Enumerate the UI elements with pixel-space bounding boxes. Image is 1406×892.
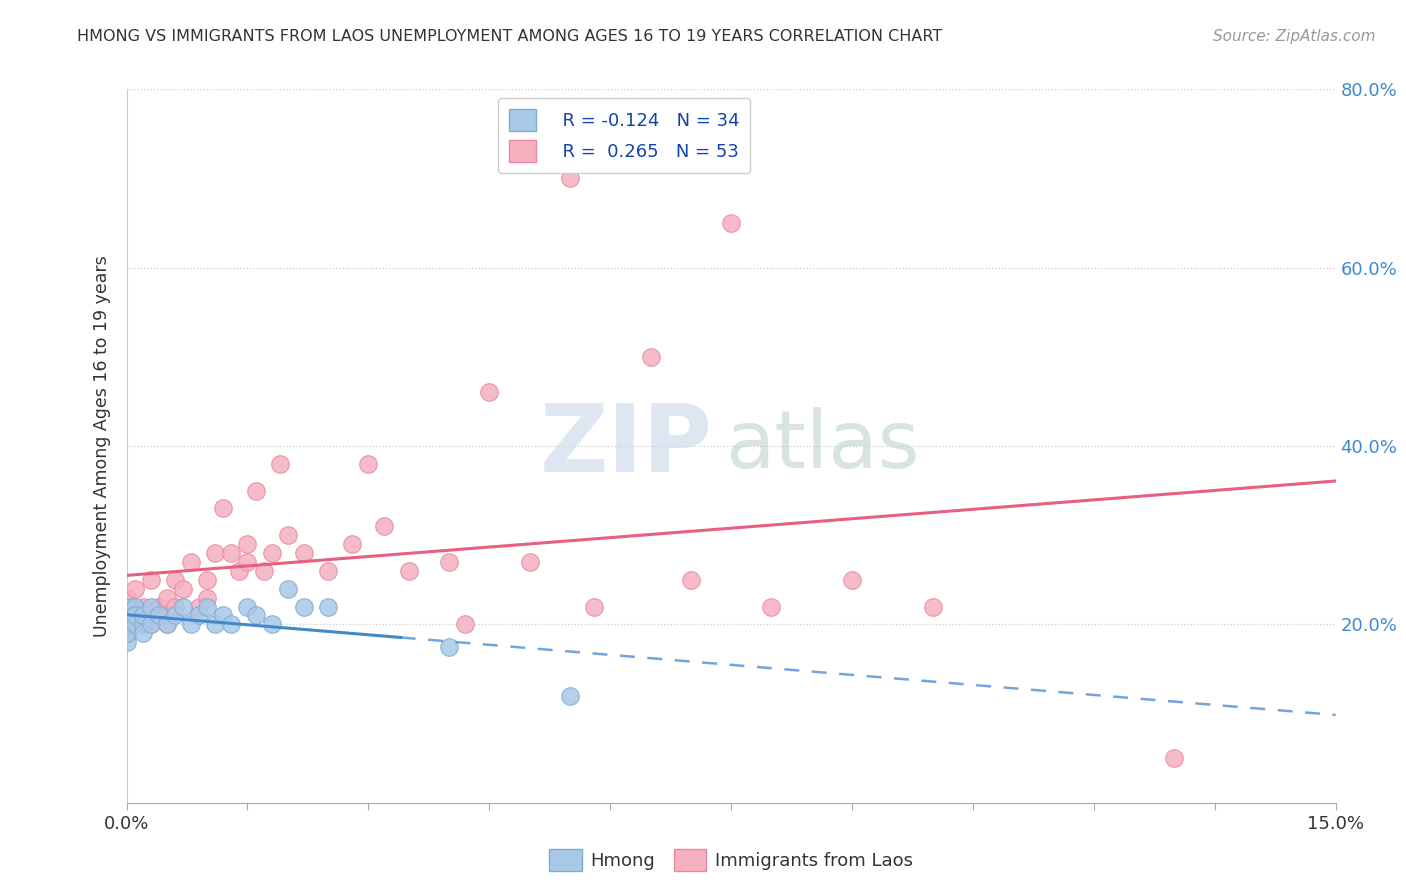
Point (720, 216, 742, 230)
Text: ZIP: ZIP (540, 400, 713, 492)
Point (131, 599, 153, 614)
Point (357, 457, 380, 471)
Point (245, 608, 267, 623)
Point (163, 599, 186, 614)
Point (180, 555, 202, 569)
Y-axis label: Unemployment Among Ages 16 to 19 years: Unemployment Among Ages 16 to 19 years (93, 255, 111, 637)
Point (1163, 751, 1185, 765)
Point (131, 626, 153, 640)
Point (640, 350, 662, 364)
Point (195, 591, 218, 605)
Point (277, 528, 299, 542)
Legend: Hmong, Immigrants from Laos: Hmong, Immigrants from Laos (541, 842, 921, 879)
Point (139, 573, 162, 587)
Point (228, 564, 250, 578)
Point (921, 599, 943, 614)
Point (156, 591, 179, 605)
Point (519, 555, 541, 569)
Point (342, 537, 364, 551)
Point (679, 573, 702, 587)
Point (236, 599, 259, 614)
Point (115, 608, 138, 623)
Point (204, 617, 226, 632)
Point (252, 564, 274, 578)
Point (115, 617, 138, 632)
Point (115, 608, 138, 623)
Point (316, 564, 339, 578)
Point (148, 608, 170, 623)
Point (761, 599, 783, 614)
Point (236, 537, 259, 551)
Point (236, 555, 259, 569)
Point (115, 599, 138, 614)
Point (163, 573, 186, 587)
Point (221, 617, 243, 632)
Point (115, 626, 138, 640)
Point (124, 599, 146, 614)
Point (195, 599, 218, 614)
Text: Source: ZipAtlas.com: Source: ZipAtlas.com (1212, 29, 1375, 44)
Point (212, 608, 235, 623)
Point (195, 573, 218, 587)
Point (115, 608, 138, 623)
Text: HMONG VS IMMIGRANTS FROM LAOS UNEMPLOYMENT AMONG AGES 16 TO 19 YEARS CORRELATION: HMONG VS IMMIGRANTS FROM LAOS UNEMPLOYME… (77, 29, 942, 44)
Point (373, 519, 395, 533)
Point (139, 617, 162, 632)
Point (269, 457, 291, 471)
Point (558, 689, 581, 703)
Point (398, 564, 420, 578)
Point (277, 582, 299, 596)
Point (139, 599, 162, 614)
Point (583, 599, 606, 614)
Point (172, 599, 194, 614)
Point (124, 617, 146, 632)
Point (212, 501, 235, 516)
Point (148, 599, 170, 614)
Point (156, 617, 179, 632)
Point (188, 608, 211, 623)
Point (260, 546, 283, 560)
Point (156, 617, 179, 632)
Point (260, 617, 283, 632)
Point (204, 546, 226, 560)
Point (115, 626, 138, 640)
Point (292, 546, 315, 560)
Point (316, 599, 339, 614)
Point (841, 573, 863, 587)
Point (131, 608, 153, 623)
Point (115, 635, 138, 649)
Legend:   R = -0.124   N = 34,   R =  0.265   N = 53: R = -0.124 N = 34, R = 0.265 N = 53 (498, 98, 751, 173)
Point (221, 546, 243, 560)
Point (478, 385, 501, 400)
Point (437, 640, 460, 654)
Point (115, 599, 138, 614)
Point (148, 608, 170, 623)
Text: atlas: atlas (725, 407, 920, 485)
Point (558, 171, 581, 186)
Point (454, 617, 477, 632)
Point (115, 591, 138, 605)
Point (139, 617, 162, 632)
Point (124, 608, 146, 623)
Point (163, 608, 186, 623)
Point (131, 608, 153, 623)
Point (115, 617, 138, 632)
Point (124, 617, 146, 632)
Point (292, 599, 315, 614)
Point (131, 617, 153, 632)
Point (245, 483, 267, 498)
Point (124, 582, 146, 596)
Point (180, 617, 202, 632)
Point (437, 555, 460, 569)
Point (172, 582, 194, 596)
Point (115, 617, 138, 632)
Point (124, 599, 146, 614)
Point (115, 626, 138, 640)
Point (188, 599, 211, 614)
